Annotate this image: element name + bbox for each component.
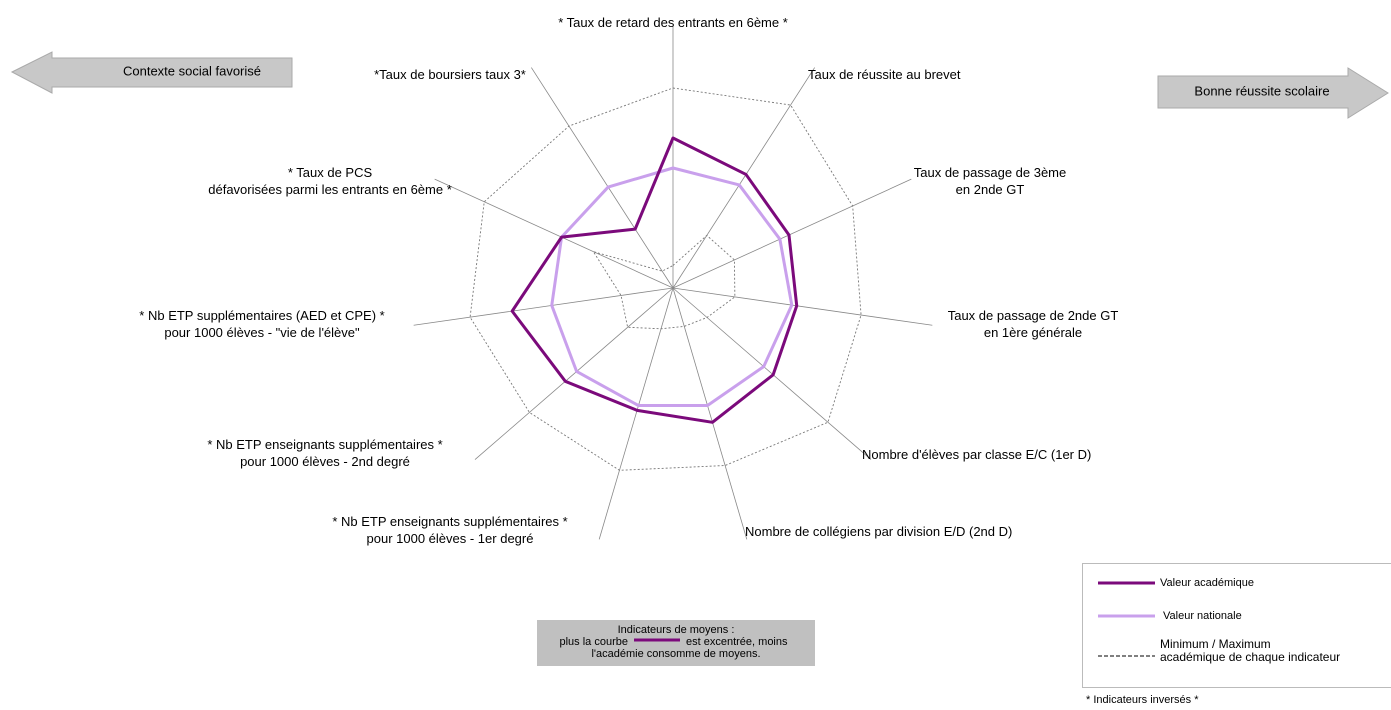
note-text: est excentrée, moins xyxy=(686,636,788,648)
axis-label: * Taux de PCS défavorisées parmi les ent… xyxy=(208,165,452,197)
right-arrow xyxy=(1157,67,1389,119)
series-line xyxy=(550,166,794,408)
legend-label: Valeur nationale xyxy=(1163,610,1242,622)
axis-line xyxy=(531,67,674,289)
note-text: Indicateurs de moyens : xyxy=(618,624,735,636)
right-arrow-label: Bonne réussite scolaire xyxy=(1194,83,1329,98)
axis-line xyxy=(672,178,912,289)
axis-label: * Taux de retard des entrants en 6ème * xyxy=(558,15,788,30)
legend-box xyxy=(1082,563,1391,688)
axis-label: * Nb ETP supplémentaires (AED et CPE) * … xyxy=(139,308,385,340)
axis-line xyxy=(434,178,674,289)
series-line xyxy=(510,136,799,424)
axis-label: *Taux de boursiers taux 3* xyxy=(374,67,526,82)
axis-label: Taux de passage de 2nde GT en 1ère génér… xyxy=(947,308,1119,340)
axis-line xyxy=(672,287,933,326)
axis-label: Nombre d'élèves par classe E/C (1er D) xyxy=(862,447,1092,462)
min-polygon xyxy=(592,234,736,330)
axis-line xyxy=(672,287,748,540)
footnote: * Indicateurs inversés * xyxy=(1086,694,1199,706)
left-arrow xyxy=(10,51,293,94)
axis-line xyxy=(413,287,674,326)
note-text: plus la courbe xyxy=(560,636,629,648)
left-arrow-label: Contexte social favorisé xyxy=(123,63,261,78)
axis-label: * Nb ETP enseignants supplémentaires * p… xyxy=(207,437,443,469)
axis-line xyxy=(672,67,815,289)
axis-line xyxy=(474,287,674,460)
note-box xyxy=(537,620,815,666)
axis-label: Taux de passage de 3ème en 2nde GT xyxy=(913,165,1067,197)
axis-label: Nombre de collégiens par division E/D (2… xyxy=(745,524,1013,539)
max-polygon xyxy=(469,87,862,471)
note-text: l'académie consomme de moyens. xyxy=(591,648,760,660)
legend-label: Valeur académique xyxy=(1160,577,1254,589)
axis-label: * Nb ETP enseignants supplémentaires * p… xyxy=(332,514,568,546)
axis-label: Taux de réussite au brevet xyxy=(808,67,961,82)
legend-label: Minimum / Maximum académique de chaque i… xyxy=(1160,637,1341,664)
axis-line xyxy=(598,287,674,540)
